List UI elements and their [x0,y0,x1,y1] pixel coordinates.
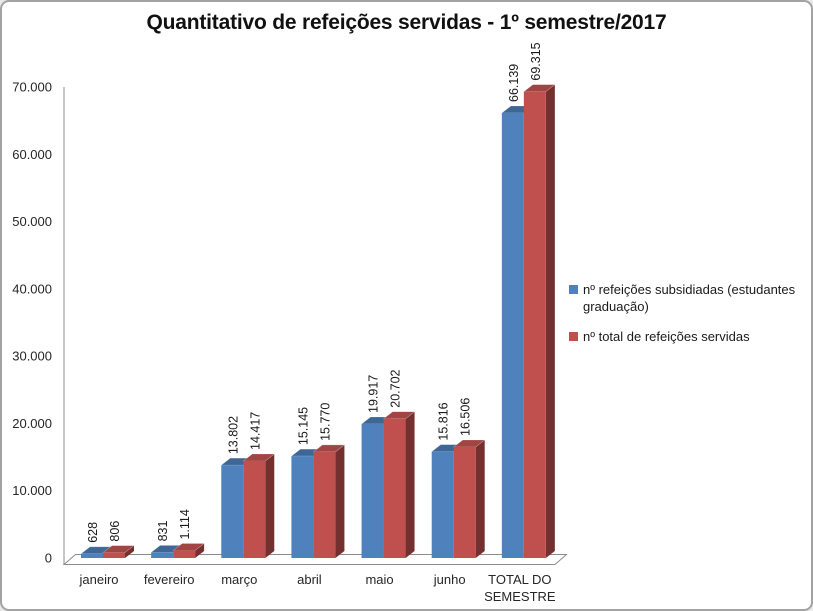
data-label: 13.802 [226,416,240,454]
bar-series2-janeiro [103,552,125,558]
y-tick-label: 40.000 [12,281,52,296]
y-tick-label: 60.000 [12,147,52,162]
bar-side-face [195,543,205,558]
category-label: março [221,572,257,587]
y-tick-label: 10.000 [12,483,52,498]
data-label: 628 [86,522,100,543]
bar-series1-fevereiro [151,552,174,558]
bar-side-face [335,444,345,558]
bar-series2-junho [453,446,476,558]
bar-series1-março [221,465,244,558]
bar-series2-abril [313,451,336,558]
bar-side-face [125,545,134,558]
legend: nº refeições subsidiadas (estudantes gra… [569,281,811,345]
legend-label-series2: nº total de refeições servidas [583,329,750,344]
data-label: 69.315 [529,42,543,80]
bar-series1-total-do-semestre [501,112,524,559]
bar-series2-total-do-semestre [523,91,546,558]
data-label: 1.114 [178,509,192,539]
data-label: 15.816 [437,402,451,440]
bar-series1-abril [291,456,314,558]
category-label: maio [365,572,393,587]
category-label: SEMESTRE [484,589,556,604]
chart-title: Quantitativo de refeições servidas - 1º … [146,11,667,34]
category-label: fevereiro [144,572,195,587]
data-label: 66.139 [507,64,521,102]
data-label: 16.506 [459,398,473,436]
data-label: 831 [156,521,170,542]
bar-side-face [405,411,415,558]
data-label: 15.770 [318,403,332,441]
legend-item-series2: nº total de refeições servidas [569,328,811,345]
data-label: 14.417 [248,412,262,450]
data-label: 806 [108,521,122,542]
legend-swatch-red-icon [569,332,578,341]
bar-series1-janeiro [81,553,103,558]
bar-series1-junho [431,451,454,558]
bar-side-face [545,84,555,558]
y-tick-label: 20.000 [12,416,52,431]
bar-series2-março [243,460,266,558]
category-label: TOTAL DO [488,572,551,587]
y-tick-label: 0 [45,551,52,566]
category-label: janeiro [78,572,118,587]
bar-series1-maio [361,423,384,558]
data-label: 20.702 [389,369,403,407]
bar-side-face [475,439,485,558]
data-label: 19.917 [367,375,381,413]
y-tick-label: 30.000 [12,349,52,364]
category-label: junho [433,572,466,587]
category-label: abril [297,572,322,587]
legend-item-series1: nº refeições subsidiadas (estudantes gra… [569,281,811,315]
legend-label-series1: nº refeições subsidiadas (estudantes gra… [583,282,796,314]
y-tick-label: 70.000 [12,80,52,95]
legend-swatch-blue-icon [569,285,578,294]
data-label: 15.145 [296,407,310,445]
bar-side-face [265,453,275,558]
y-tick-label: 50.000 [12,214,52,229]
bar-series2-fevereiro [173,550,196,558]
bar-series2-maio [383,418,406,558]
